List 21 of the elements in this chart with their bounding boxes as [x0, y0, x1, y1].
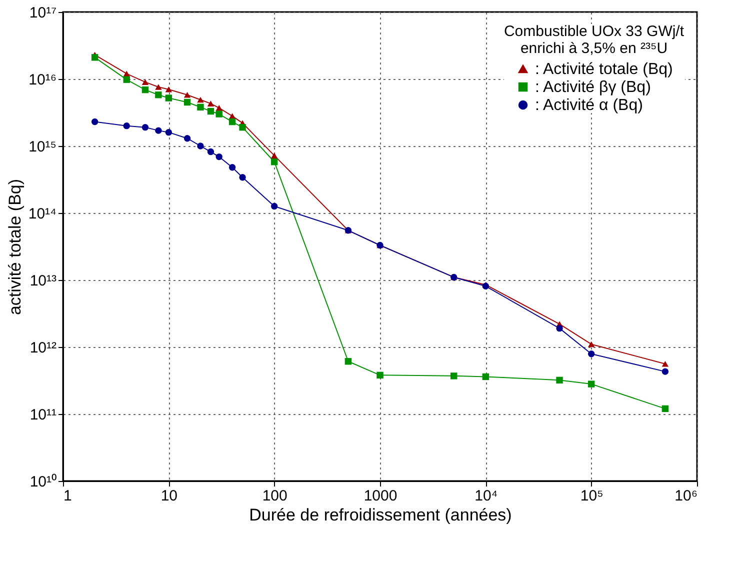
y-tick-label: 10¹⁷: [29, 4, 56, 22]
y-tick-label: 10¹³: [30, 272, 56, 290]
y-tick-label: 10¹⁰: [30, 474, 56, 490]
y-tick-label: 10¹⁶: [28, 72, 56, 88]
legend-title: Combustible UOx 33 GWj/t enrichi à 3,5% en ²³⁵U: [504, 23, 685, 57]
x-tick-label: 10⁶: [674, 488, 698, 504]
x-axis-title: Durée de refroidissement (années): [249, 506, 512, 524]
x-tick-label: 1000: [364, 488, 398, 504]
legend-label: : Activité βγ (Bq): [535, 79, 651, 96]
y-axis-title: activité totale (Bq): [5, 178, 24, 316]
x-tick-label: 10⁵: [580, 488, 604, 504]
y-tick-label: 10¹¹: [30, 406, 56, 424]
x-tick-label: 1: [64, 488, 72, 504]
x-tick-label: 10⁴: [474, 488, 498, 504]
x-tick-label: 10: [160, 488, 178, 504]
x-tick-label: 100: [262, 488, 288, 504]
legend-label: : Activité α (Bq): [535, 97, 643, 114]
y-tick-label: 10¹⁴: [28, 206, 56, 222]
legend-label: : Activité totale (Bq): [535, 61, 673, 78]
y-tick-label: 10¹²: [30, 340, 56, 356]
y-tick-label: 10¹⁵: [28, 138, 56, 156]
